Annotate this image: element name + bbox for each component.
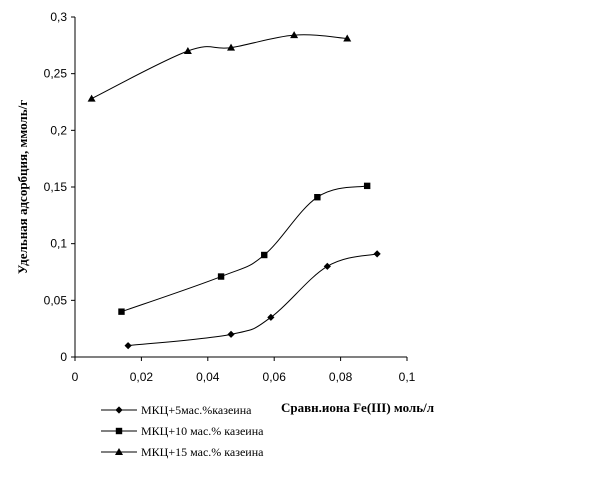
legend-marker xyxy=(115,448,123,455)
data-point xyxy=(124,342,132,350)
x-tick-label: 0,04 xyxy=(196,370,220,384)
data-point xyxy=(343,34,352,42)
y-tick-label: 0,05 xyxy=(44,293,68,307)
data-point xyxy=(87,94,96,102)
y-tick-label: 0,1 xyxy=(50,237,67,251)
y-tick-label: 0 xyxy=(60,350,67,364)
legend-item: МКЦ+5мас.%казеина xyxy=(101,403,252,417)
data-point xyxy=(227,330,235,338)
y-axis-label: Удельная адсорбция, ммоль/г xyxy=(15,100,30,274)
y-tick-label: 0,15 xyxy=(44,180,68,194)
x-tick-label: 0,06 xyxy=(263,370,287,384)
y-tick-label: 0,25 xyxy=(44,67,68,81)
tick-labels: 0 0,05 0,1 0,15 0,2 0,25 0,3 0 0,02 0,04 0,06 0,08 0… xyxy=(44,10,416,384)
data-point xyxy=(261,251,268,259)
x-tick-label: 0,02 xyxy=(130,370,154,384)
legend: МКЦ+5мас.%казеина МКЦ+10 мас.% казеина МКЦ… xyxy=(101,403,264,459)
x-tick-label: 0 xyxy=(72,370,79,384)
series-line xyxy=(121,185,368,313)
y-tick-label: 0,2 xyxy=(50,123,67,137)
legend-item: МКЦ+10 мас.% казеина xyxy=(101,424,264,438)
legend-item: МКЦ+15 мас.% казеина xyxy=(101,445,264,459)
data-point xyxy=(118,308,125,315)
series-line xyxy=(91,34,348,100)
data-point xyxy=(217,273,225,280)
data-point xyxy=(363,182,371,190)
series-line xyxy=(128,253,378,347)
data-point xyxy=(314,194,321,201)
axes xyxy=(71,16,408,361)
data-point xyxy=(373,250,381,258)
legend-label: МКЦ+5мас.%казеина xyxy=(141,403,252,417)
legend-label: МКЦ+15 мас.% казеина xyxy=(141,445,264,459)
series-group xyxy=(87,31,381,350)
x-axis-label: Сравн.иона Fe(III) моль/л xyxy=(281,400,434,415)
data-point xyxy=(267,313,275,321)
x-tick-label: 0,08 xyxy=(329,370,353,384)
series-2 xyxy=(118,182,371,315)
legend-marker xyxy=(115,427,123,435)
data-point xyxy=(290,31,299,39)
legend-marker xyxy=(115,406,123,414)
data-point xyxy=(227,43,236,51)
data-point xyxy=(323,262,331,270)
series-1 xyxy=(124,250,381,350)
data-point xyxy=(183,47,192,54)
y-tick-label: 0,3 xyxy=(50,10,67,24)
x-tick-label: 0,1 xyxy=(399,370,416,384)
series-3 xyxy=(87,31,352,102)
legend-label: МКЦ+10 мас.% казеина xyxy=(141,424,264,438)
